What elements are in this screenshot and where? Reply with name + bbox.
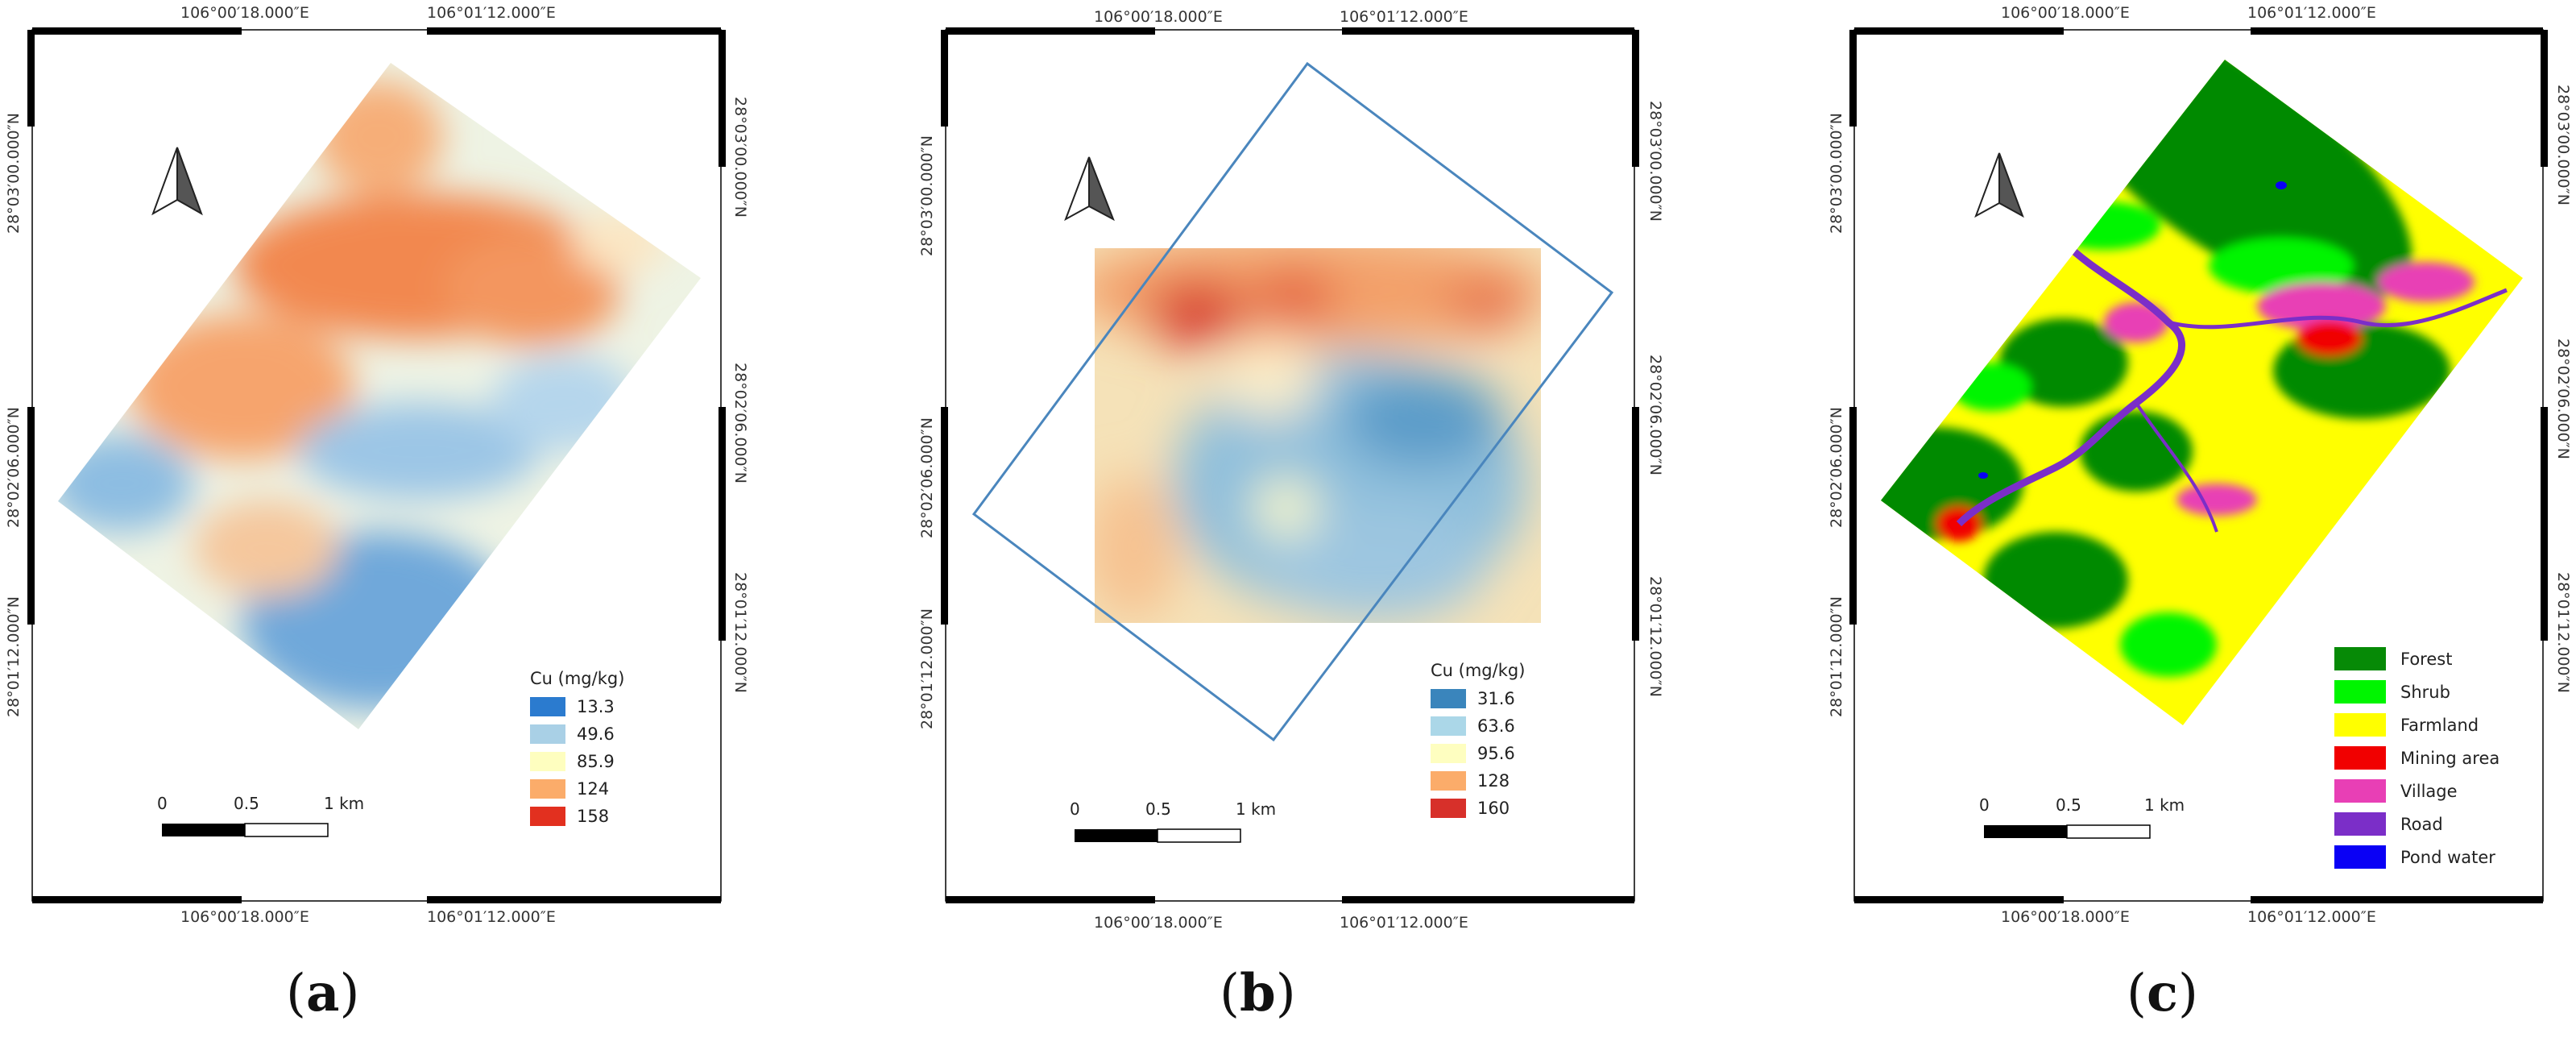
- land-use-map-c: [1881, 60, 2523, 725]
- lat-label-left-mid: 28°02′06.000″N: [5, 407, 23, 528]
- panel-b: 106°00′18.000″E 106°01′12.000″E 106°00′1…: [859, 0, 1717, 1046]
- legend-item: 158: [530, 803, 624, 830]
- north-arrow-icon: [1974, 152, 2024, 218]
- lat-label-left-mid: 28°02′06.000″N: [918, 417, 936, 538]
- study-area-boundary: [971, 61, 1614, 742]
- legend-c: Forest Shrub Farmland Mining area Villag…: [2334, 642, 2499, 874]
- lon-label-top-right: 106°01′12.000″E: [2247, 4, 2376, 22]
- lat-label-right-bottom: 28°01′12.000″N: [2554, 572, 2572, 693]
- lon-label-top-right: 106°01′12.000″E: [1340, 8, 1468, 26]
- lat-label-left-top: 28°03′00.000″N: [918, 135, 936, 256]
- scale-label-end: 1 km: [324, 794, 365, 813]
- legend-item: 49.6: [530, 720, 624, 748]
- north-arrow-icon: [151, 147, 203, 216]
- cu-raster-a: [58, 63, 701, 729]
- legend-item: 160: [1431, 795, 1525, 822]
- scale-label-mid: 0.5: [1145, 799, 1171, 819]
- legend-item-farmland: Farmland: [2334, 708, 2499, 741]
- legend-item-mining-area: Mining area: [2334, 741, 2499, 774]
- lon-label-bottom-left: 106°00′18.000″E: [2001, 908, 2130, 926]
- lat-label-right-bottom: 28°01′12.000″N: [1646, 576, 1664, 697]
- legend-title: Cu (mg/kg): [1431, 661, 1526, 680]
- legend-item: 85.9: [530, 748, 624, 775]
- scale-bar-b: [1075, 828, 1241, 843]
- frame-ticks-b: [941, 27, 1639, 903]
- legend-item: 128: [1431, 767, 1525, 795]
- scale-label-end: 1 km: [2144, 795, 2185, 815]
- lon-label-top-right: 106°01′12.000″E: [427, 4, 556, 22]
- scale-label-0: 0: [1979, 795, 1990, 815]
- lat-label-right-mid: 28°02′06.000″N: [2554, 338, 2572, 459]
- lon-label-top-left: 106°00′18.000″E: [1094, 8, 1223, 26]
- legend-item: 13.3: [530, 693, 624, 720]
- frame-ticks-c: [1849, 27, 2548, 903]
- map-a: [27, 27, 726, 903]
- legend-item-pond-water: Pond water: [2334, 841, 2499, 874]
- lat-label-left-top: 28°03′00.000″N: [1828, 113, 1845, 234]
- legend-item: 95.6: [1431, 740, 1525, 767]
- lon-label-top-left: 106°00′18.000″E: [180, 4, 309, 22]
- cu-interpolation-b: [1095, 248, 1541, 623]
- legend-item-village: Village: [2334, 774, 2499, 807]
- lon-label-top-left: 106°00′18.000″E: [2001, 4, 2130, 22]
- panel-a: 106°00′18.000″E 106°01′12.000″E 106°00′1…: [0, 0, 859, 1046]
- legend-b: Cu (mg/kg) 31.6 63.6 95.6 128 160: [1431, 661, 1525, 822]
- legend-title: Cu (mg/kg): [530, 669, 625, 688]
- lat-label-right-bottom: 28°01′12.000″N: [731, 572, 749, 693]
- map-c: [1849, 27, 2548, 903]
- lon-label-bottom-left: 106°00′18.000″E: [1094, 914, 1223, 932]
- lat-label-left-top: 28°03′00.000″N: [5, 113, 23, 234]
- panel-c: 106°00′18.000″E 106°01′12.000″E 106°00′1…: [1717, 0, 2576, 1046]
- caption-c: (c): [2127, 963, 2198, 1023]
- lat-label-right-top: 28°03′00.000″N: [731, 97, 749, 218]
- legend-item-forest: Forest: [2334, 642, 2499, 675]
- scale-label-0: 0: [1070, 799, 1080, 819]
- frame-ticks-a: [27, 27, 726, 903]
- lat-label-left-bottom: 28°01′12.000″N: [5, 596, 23, 717]
- legend-item: 63.6: [1431, 712, 1525, 740]
- lon-label-bottom-right: 106°01′12.000″E: [1340, 914, 1468, 932]
- caption-a: (a): [286, 963, 360, 1023]
- north-arrow-icon: [1064, 156, 1115, 222]
- lon-label-bottom-right: 106°01′12.000″E: [2247, 908, 2376, 926]
- legend-a: Cu (mg/kg) 13.3 49.6 85.9 124 158: [530, 669, 624, 830]
- lat-label-right-mid: 28°02′06.000″N: [731, 363, 749, 484]
- lat-label-right-top: 28°03′00.000″N: [2554, 85, 2572, 205]
- lat-label-left-bottom: 28°01′12.000″N: [918, 608, 936, 729]
- lat-label-left-bottom: 28°01′12.000″N: [1828, 596, 1845, 717]
- legend-item-shrub: Shrub: [2334, 675, 2499, 708]
- legend-item: 124: [530, 775, 624, 803]
- scale-label-mid: 0.5: [234, 794, 259, 813]
- scale-label-0: 0: [157, 794, 168, 813]
- legend-item: 31.6: [1431, 685, 1525, 712]
- lon-label-bottom-left: 106°00′18.000″E: [180, 908, 309, 926]
- scale-label-mid: 0.5: [2056, 795, 2081, 815]
- scale-label-end: 1 km: [1236, 799, 1277, 819]
- legend-item-road: Road: [2334, 807, 2499, 841]
- lon-label-bottom-right: 106°01′12.000″E: [427, 908, 556, 926]
- map-b: [941, 27, 1639, 903]
- caption-b: (b): [1220, 963, 1296, 1023]
- lat-label-right-top: 28°03′00.000″N: [1646, 101, 1664, 222]
- lat-label-right-mid: 28°02′06.000″N: [1646, 355, 1664, 475]
- scale-bar-a: [162, 823, 329, 837]
- scale-bar-c: [1984, 824, 2151, 839]
- lat-label-left-mid: 28°02′06.000″N: [1828, 407, 1845, 528]
